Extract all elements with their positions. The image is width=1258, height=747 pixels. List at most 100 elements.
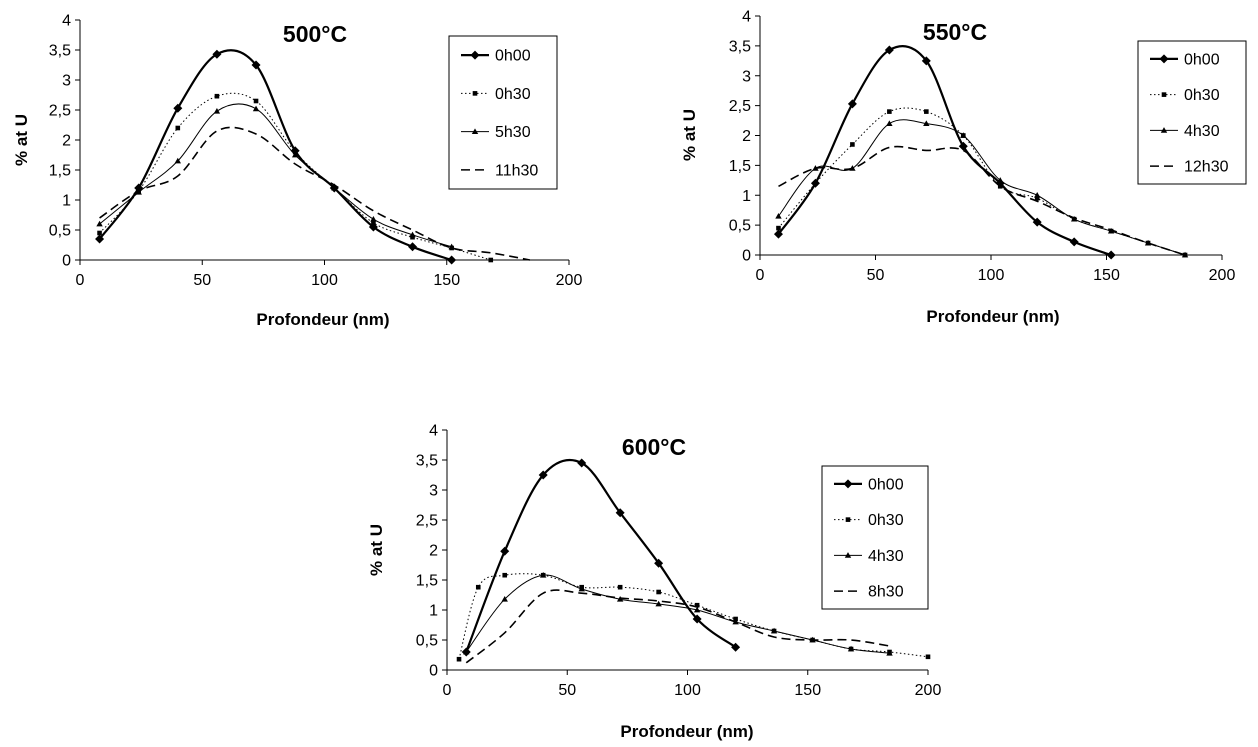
data-point-4h30 bbox=[578, 585, 585, 592]
x-tick-label: 0 bbox=[76, 272, 85, 289]
series-line-0h30 bbox=[99, 92, 491, 261]
legend-label: 11h30 bbox=[495, 162, 538, 179]
y-tick-label: 4 bbox=[429, 423, 438, 440]
series-line-11h30 bbox=[99, 126, 531, 261]
y-tick-label: 2,5 bbox=[416, 513, 438, 530]
data-point-0h00 bbox=[654, 558, 664, 568]
x-axis-title: Profondeur (nm) bbox=[926, 307, 1059, 326]
x-tick-label: 100 bbox=[978, 267, 1005, 284]
data-point-4h30 bbox=[770, 627, 778, 634]
data-point-4h30 bbox=[1034, 192, 1041, 198]
data-point-0h30 bbox=[456, 656, 462, 662]
data-point-0h30 bbox=[887, 109, 892, 114]
legend-marker-5h30 bbox=[471, 128, 479, 135]
legend-marker-0h30 bbox=[472, 91, 478, 96]
x-tick-label: 150 bbox=[1093, 267, 1120, 284]
x-tick-label: 200 bbox=[915, 682, 942, 699]
data-point-5h30 bbox=[448, 243, 455, 250]
chart-title: 600°C bbox=[622, 434, 686, 460]
series-line-8h30 bbox=[465, 589, 890, 664]
data-point-0h30 bbox=[475, 584, 481, 590]
data-point-5h30 bbox=[370, 216, 377, 222]
y-tick-label: 1,5 bbox=[416, 573, 438, 590]
data-point-0h00 bbox=[615, 508, 625, 518]
legend-label: 0h00 bbox=[868, 476, 904, 493]
y-tick-label: 3 bbox=[742, 68, 751, 85]
data-point-0h00 bbox=[95, 234, 105, 244]
data-point-4h30 bbox=[812, 165, 819, 171]
series-line-0h30 bbox=[778, 107, 1186, 256]
legend-label: 8h30 bbox=[868, 584, 904, 601]
data-point-5h30 bbox=[409, 231, 416, 238]
legend-label: 0h00 bbox=[495, 48, 531, 65]
y-tick-label: 0,5 bbox=[729, 218, 751, 235]
legend-label: 0h30 bbox=[495, 86, 531, 103]
legend: 0h00 0h30 5h30 11h30 bbox=[448, 35, 558, 190]
data-point-0h30 bbox=[776, 225, 781, 231]
data-point-0h30 bbox=[850, 142, 855, 147]
data-point-5h30 bbox=[252, 105, 260, 112]
data-point-0h00 bbox=[692, 614, 702, 624]
y-tick-label: 3,5 bbox=[729, 38, 751, 55]
y-tick-label: 2 bbox=[429, 543, 438, 560]
data-point-0h00 bbox=[538, 470, 548, 480]
data-point-0h30 bbox=[97, 230, 102, 236]
data-point-4h30 bbox=[886, 120, 893, 126]
series-line-0h00 bbox=[98, 49, 452, 262]
y-tick-label: 1 bbox=[62, 193, 71, 210]
x-tick-label: 50 bbox=[193, 272, 211, 289]
data-point-0h00 bbox=[173, 103, 183, 113]
data-point-0h00 bbox=[884, 45, 894, 55]
data-point-4h30 bbox=[960, 132, 967, 138]
data-point-5h30 bbox=[174, 157, 181, 164]
data-point-0h00 bbox=[1069, 237, 1079, 247]
y-tick-label: 4 bbox=[742, 9, 751, 26]
data-point-5h30 bbox=[331, 184, 338, 191]
data-point-4h30 bbox=[997, 177, 1004, 183]
legend-label: 12h30 bbox=[1184, 159, 1229, 176]
data-point-0h00 bbox=[577, 458, 587, 468]
x-tick-label: 50 bbox=[558, 682, 576, 699]
legend-marker-4h30 bbox=[844, 552, 852, 558]
data-point-4h30 bbox=[775, 212, 782, 219]
data-point-4h30 bbox=[655, 600, 662, 607]
y-tick-label: 3,5 bbox=[49, 43, 71, 60]
legend-label: 4h30 bbox=[868, 548, 904, 565]
legend-box bbox=[821, 465, 929, 610]
series-line-5h30 bbox=[99, 103, 452, 248]
data-point-4h30 bbox=[1181, 251, 1189, 258]
y-tick-label: 2 bbox=[742, 128, 751, 145]
x-tick-label: 50 bbox=[867, 267, 885, 284]
data-point-0h30 bbox=[253, 98, 259, 104]
x-tick-label: 100 bbox=[674, 682, 701, 699]
x-tick-label: 150 bbox=[433, 272, 460, 289]
y-axis-title: % at U bbox=[12, 114, 31, 166]
y-tick-label: 3 bbox=[429, 483, 438, 500]
legend-marker-0h00 bbox=[1159, 54, 1169, 64]
legend-box bbox=[448, 35, 558, 190]
legend-marker-0h30 bbox=[845, 517, 851, 522]
series-line-12h30 bbox=[778, 145, 1186, 256]
legend-label: 0h00 bbox=[1184, 51, 1220, 68]
data-point-0h30 bbox=[488, 257, 494, 263]
data-point-0h00 bbox=[958, 141, 968, 151]
chart-2: 0 0,5 1 1,5 2 2,5 3 3,5 4 0 50 100 150 200 Profondeur … bbox=[367, 423, 941, 742]
data-point-4h30 bbox=[501, 596, 508, 602]
legend: 0h00 0h30 4h30 8h30 bbox=[821, 465, 929, 610]
x-tick-label: 200 bbox=[556, 272, 583, 289]
legend-marker-0h00 bbox=[470, 50, 480, 60]
legend-marker-0h30 bbox=[1161, 92, 1167, 97]
data-point-0h30 bbox=[924, 109, 929, 114]
data-point-0h30 bbox=[1034, 195, 1040, 201]
data-point-0h00 bbox=[773, 229, 783, 239]
x-tick-label: 0 bbox=[756, 267, 765, 284]
data-point-0h30 bbox=[813, 181, 818, 186]
x-tick-label: 150 bbox=[794, 682, 821, 699]
legend-marker-0h00 bbox=[843, 479, 853, 489]
data-point-5h30 bbox=[291, 151, 299, 158]
legend-label: 4h30 bbox=[1184, 123, 1220, 140]
y-axis-title: % at U bbox=[367, 524, 386, 576]
data-point-5h30 bbox=[213, 108, 221, 114]
y-axis-title: % at U bbox=[680, 109, 699, 161]
data-point-5h30 bbox=[96, 220, 103, 227]
